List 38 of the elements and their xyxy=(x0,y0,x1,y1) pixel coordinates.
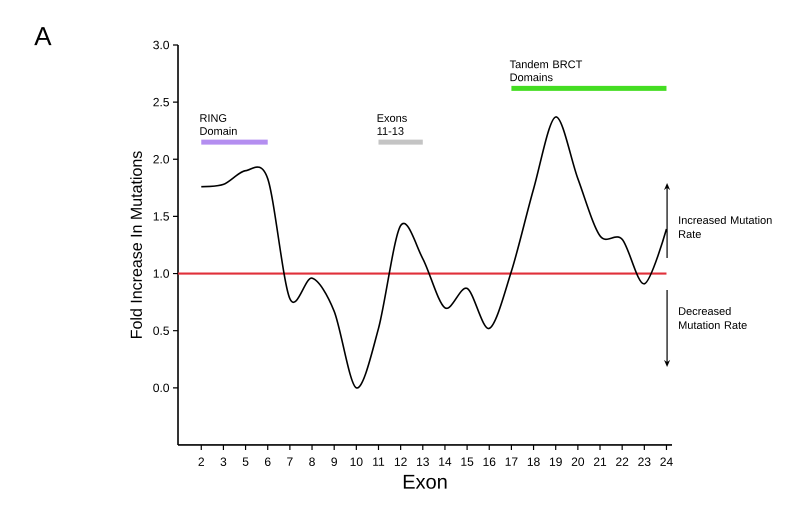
x-tick-label: 19 xyxy=(550,458,562,466)
x-tick-label: 20 xyxy=(572,458,584,466)
x-tick-label: 23 xyxy=(638,458,650,466)
x-tick-label: 13 xyxy=(417,458,429,466)
y-tick-label: 2.5 xyxy=(153,98,169,106)
x-tick-label: 2 xyxy=(198,458,204,466)
x-tick-label: 8 xyxy=(309,458,315,466)
x-tick-label: 14 xyxy=(439,458,452,466)
x-tick-label: 6 xyxy=(265,458,271,466)
x-tick-label: 10 xyxy=(350,458,363,466)
series-label: RING Domain xyxy=(200,114,237,135)
x-tick-label: 22 xyxy=(616,458,628,466)
x-axis-title: Exon xyxy=(404,474,447,489)
x-tick-label: 7 xyxy=(287,458,293,466)
y-tick-label: 3.0 xyxy=(153,40,170,50)
x-tick-label: 5 xyxy=(242,458,248,466)
x-tick-label: 9 xyxy=(331,458,337,466)
text: A xyxy=(34,27,52,46)
x-tick-label: 12 xyxy=(394,458,407,466)
x-tick-label: 15 xyxy=(461,458,474,466)
y-tick-label: 0.5 xyxy=(153,326,169,335)
series-label: Tandem BRCT Domains xyxy=(510,60,582,82)
text: Increased Mutation Rate xyxy=(679,216,772,238)
y-tick-label: 1.5 xyxy=(154,212,169,221)
y-axis-title: Fold Increase In Mutations xyxy=(130,151,142,338)
x-tick-label: 17 xyxy=(506,458,518,466)
x-tick-label: 24 xyxy=(660,458,673,466)
series-label: Exons 11-13 xyxy=(378,114,407,135)
text: Decreased Mutation Rate xyxy=(679,306,747,330)
line-series xyxy=(200,116,668,389)
x-tick-label: 3 xyxy=(220,458,226,466)
x-tick-label: 18 xyxy=(528,458,540,466)
x-tick-label: 11 xyxy=(373,458,384,466)
x-tick-label: 21 xyxy=(594,458,606,466)
x-tick-label: 16 xyxy=(484,458,496,466)
y-tick-label: 2.0 xyxy=(153,155,170,164)
y-tick-label: 0.0 xyxy=(153,384,170,392)
y-tick-label: 1.0 xyxy=(154,269,170,278)
